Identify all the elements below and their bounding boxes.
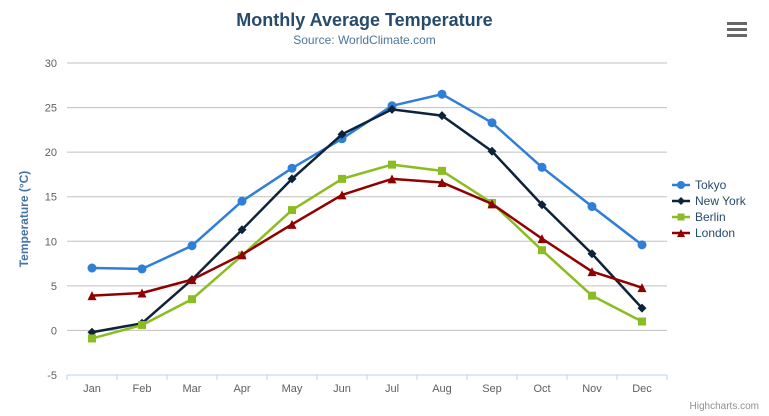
- data-point-london[interactable]: [537, 234, 547, 244]
- data-point-tokyo[interactable]: [237, 196, 247, 206]
- y-axis-label: 25: [45, 103, 57, 115]
- series-new-york[interactable]: [87, 104, 647, 337]
- legend-label-tokyo: Tokyo: [695, 178, 727, 192]
- series-line-new-york: [91, 108, 643, 334]
- series-london[interactable]: [87, 174, 647, 301]
- data-point-tokyo[interactable]: [287, 163, 297, 173]
- y-axis-label: 20: [45, 147, 57, 159]
- data-point-tokyo[interactable]: [487, 118, 497, 128]
- data-point-tokyo[interactable]: [187, 241, 197, 251]
- chart-title: Monthly Average Temperature: [236, 10, 493, 30]
- data-point-new-york[interactable]: [537, 200, 547, 210]
- circle-legend-icon: [672, 181, 690, 189]
- data-point-tokyo[interactable]: [587, 202, 597, 212]
- x-axis-label: Jan: [83, 383, 101, 395]
- data-point-london[interactable]: [337, 190, 347, 200]
- circle-marker-icon: [677, 181, 685, 189]
- y-axis-title: Temperature (°C): [17, 171, 31, 268]
- series-line-berlin: [91, 163, 643, 340]
- x-axis-label: Dec: [632, 383, 652, 395]
- data-point-london[interactable]: [437, 177, 447, 187]
- x-axis-label: May: [282, 383, 303, 395]
- data-point-london[interactable]: [387, 174, 397, 184]
- data-point-london[interactable]: [637, 283, 647, 293]
- data-point-new-york[interactable]: [437, 111, 447, 121]
- chart-context-menu-button[interactable]: [725, 20, 751, 42]
- data-point-new-york[interactable]: [387, 104, 397, 114]
- data-point-london[interactable]: [287, 219, 297, 229]
- diamond-marker-icon: [677, 197, 685, 205]
- legend-label-london: London: [695, 226, 736, 240]
- data-point-berlin[interactable]: [538, 246, 546, 255]
- data-point-new-york[interactable]: [337, 129, 347, 139]
- series-group: [87, 89, 647, 343]
- y-axis-label: 15: [45, 192, 57, 204]
- x-axis-label: Jun: [333, 383, 351, 395]
- square-marker-icon: [677, 213, 685, 221]
- series-line-london: [91, 177, 643, 297]
- legend-item-berlin[interactable]: Berlin: [672, 209, 746, 225]
- axis-group: -5 0 5 10 15 20 25 30 Jan Feb Mar Apr May Jun Jul Aug Se…: [45, 58, 668, 395]
- gridlines-group: [67, 62, 667, 376]
- data-point-berlin[interactable]: [588, 291, 596, 300]
- y-axis-label: 30: [45, 58, 57, 70]
- x-axis-label: Nov: [582, 383, 602, 395]
- legend-label-berlin: Berlin: [695, 210, 726, 224]
- data-point-new-york[interactable]: [637, 303, 647, 313]
- data-point-tokyo[interactable]: [537, 162, 547, 172]
- y-axis-label: 0: [51, 325, 57, 337]
- legend-label-new-york: New York: [695, 194, 746, 208]
- x-axis-label: Sep: [482, 383, 502, 395]
- data-point-berlin[interactable]: [188, 295, 196, 304]
- data-point-tokyo[interactable]: [437, 89, 447, 99]
- x-axis-label: Jul: [385, 383, 399, 395]
- legend-item-tokyo[interactable]: Tokyo: [672, 177, 746, 193]
- y-axis-label: -5: [47, 370, 57, 382]
- data-point-london[interactable]: [87, 291, 97, 301]
- y-axis-label: 5: [51, 281, 57, 293]
- legend-item-new-york[interactable]: New York: [672, 193, 746, 209]
- data-point-berlin[interactable]: [138, 321, 146, 330]
- data-point-new-york[interactable]: [587, 249, 597, 259]
- series-tokyo[interactable]: [87, 89, 647, 274]
- data-point-london[interactable]: [487, 199, 497, 209]
- legend: Tokyo New York Berlin London: [672, 177, 746, 241]
- data-point-berlin[interactable]: [638, 317, 646, 326]
- x-axis-label: Oct: [533, 383, 550, 395]
- x-axis-label: Feb: [133, 383, 152, 395]
- data-point-berlin[interactable]: [88, 334, 96, 343]
- data-point-tokyo[interactable]: [137, 264, 147, 274]
- chart-subtitle: Source: WorldClimate.com: [293, 33, 436, 47]
- data-point-berlin[interactable]: [438, 166, 446, 175]
- data-point-london[interactable]: [587, 267, 597, 277]
- data-point-new-york[interactable]: [237, 225, 247, 235]
- data-point-london[interactable]: [187, 275, 197, 285]
- y-axis-label: 10: [45, 236, 57, 248]
- data-point-new-york[interactable]: [487, 146, 497, 156]
- diamond-legend-icon: [672, 197, 690, 205]
- data-point-london[interactable]: [137, 288, 147, 298]
- data-point-new-york[interactable]: [287, 174, 297, 184]
- data-point-berlin[interactable]: [288, 206, 296, 215]
- triangle-legend-icon: [672, 229, 690, 237]
- x-axis-label: Mar: [183, 383, 202, 395]
- square-legend-icon: [672, 213, 690, 221]
- data-point-berlin[interactable]: [338, 174, 346, 183]
- highcharts-credits[interactable]: Highcharts.com: [689, 401, 759, 412]
- series-line-tokyo: [91, 92, 643, 271]
- x-axis-label: Aug: [432, 383, 452, 395]
- data-point-berlin[interactable]: [388, 160, 396, 169]
- legend-item-london[interactable]: London: [672, 225, 746, 241]
- data-point-tokyo[interactable]: [637, 240, 647, 250]
- triangle-marker-icon: [677, 229, 685, 237]
- x-axis-label: Apr: [233, 383, 250, 395]
- data-point-tokyo[interactable]: [87, 263, 97, 273]
- data-point-london[interactable]: [237, 250, 247, 260]
- hamburger-menu-icon: [727, 22, 747, 37]
